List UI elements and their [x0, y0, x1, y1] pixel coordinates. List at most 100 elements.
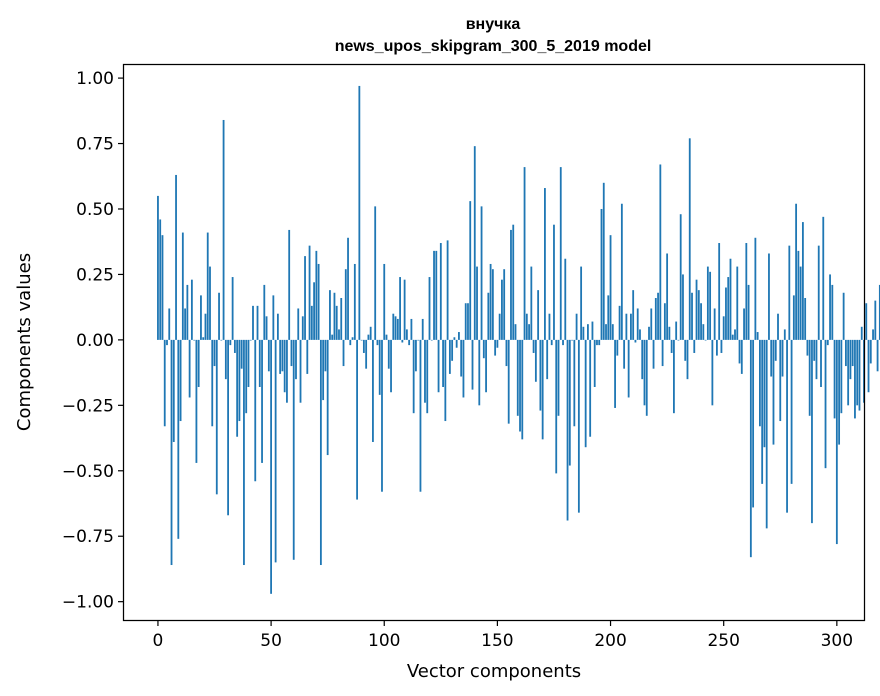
bar: [333, 292, 336, 340]
bar: [618, 305, 621, 340]
bar: [177, 339, 180, 539]
bar: [491, 269, 494, 340]
x-axis: 0 50 100 150 200 250 300: [153, 620, 853, 651]
bar: [319, 339, 322, 566]
bar: [600, 208, 603, 340]
bar: [838, 339, 841, 445]
bar: [218, 292, 220, 340]
bar: [301, 316, 304, 340]
plot-frame: [122, 63, 866, 622]
bar: [725, 287, 727, 340]
chart-title: внучка: [466, 16, 521, 33]
bar: [322, 339, 325, 401]
bar: [847, 339, 850, 406]
bar: [437, 339, 440, 393]
bar: [329, 290, 331, 340]
x-tick-label: 100: [368, 631, 400, 651]
bar: [867, 339, 870, 393]
bar: [349, 339, 352, 346]
bar: [424, 339, 426, 403]
bar: [501, 279, 503, 340]
bar: [512, 224, 515, 340]
bar: [804, 298, 807, 340]
bar: [781, 339, 784, 377]
bar: [267, 339, 270, 372]
bar: [360, 339, 363, 341]
bar: [188, 339, 191, 398]
bar: [693, 339, 696, 353]
bar: [286, 339, 288, 403]
bar: [795, 203, 798, 340]
bar: [202, 337, 205, 340]
bar: [566, 339, 569, 521]
bar: [426, 339, 429, 414]
bar: [419, 339, 422, 492]
bar: [555, 339, 558, 474]
bar: [616, 339, 619, 356]
bar: [270, 339, 272, 594]
bar: [274, 339, 277, 563]
bar: [170, 339, 173, 566]
bar: [806, 339, 809, 356]
bar: [790, 339, 793, 484]
bar: [824, 339, 827, 469]
bar: [523, 167, 526, 340]
bar: [238, 339, 241, 422]
bar: [376, 339, 379, 346]
bar: [243, 339, 245, 566]
bar: [811, 339, 813, 524]
bar: [367, 334, 370, 340]
bar: [720, 339, 723, 353]
bar: [279, 339, 282, 374]
bar: [623, 339, 626, 369]
bar: [240, 339, 243, 369]
bar: [410, 318, 413, 340]
x-tick-label: 200: [594, 631, 626, 651]
bar: [362, 339, 365, 353]
bar: [777, 313, 779, 340]
bar: [684, 339, 687, 361]
bar: [435, 250, 438, 340]
bar: [338, 329, 340, 340]
bar: [768, 253, 770, 340]
bar: [462, 339, 465, 398]
bar: [584, 339, 587, 448]
bar: [245, 339, 248, 414]
bar: [813, 339, 816, 361]
bar: [469, 201, 472, 340]
bar: [645, 339, 648, 416]
bar: [421, 318, 424, 340]
bar: [709, 271, 712, 340]
bar: [281, 339, 284, 372]
bar: [344, 269, 347, 340]
bar: [582, 326, 585, 340]
bar: [872, 329, 874, 340]
bar: [761, 339, 764, 484]
bar: [166, 339, 168, 346]
bar: [451, 339, 454, 361]
y-tick-label: 0.25: [76, 265, 114, 285]
bar: [706, 266, 709, 340]
y-tick-label: 0.50: [76, 200, 114, 220]
chart-subtitle: news_upos_skipgram_300_5_2019 model: [335, 38, 652, 55]
bar: [541, 339, 544, 440]
bar: [659, 164, 662, 340]
x-tick-label: 0: [153, 631, 164, 651]
bar: [213, 339, 216, 367]
bar: [679, 214, 682, 340]
bar: [650, 308, 653, 340]
bar: [718, 243, 721, 340]
bar: [842, 292, 845, 340]
bar: [372, 339, 374, 442]
y-tick-label: −0.25: [62, 396, 114, 416]
bar: [786, 339, 788, 513]
bar: [587, 324, 589, 340]
bar: [688, 138, 691, 340]
bar: [521, 339, 524, 440]
bar: [399, 277, 401, 340]
bar: [663, 303, 666, 340]
bar: [575, 313, 578, 340]
bar: [190, 279, 193, 340]
bar: [652, 339, 655, 369]
bar: [636, 308, 639, 340]
